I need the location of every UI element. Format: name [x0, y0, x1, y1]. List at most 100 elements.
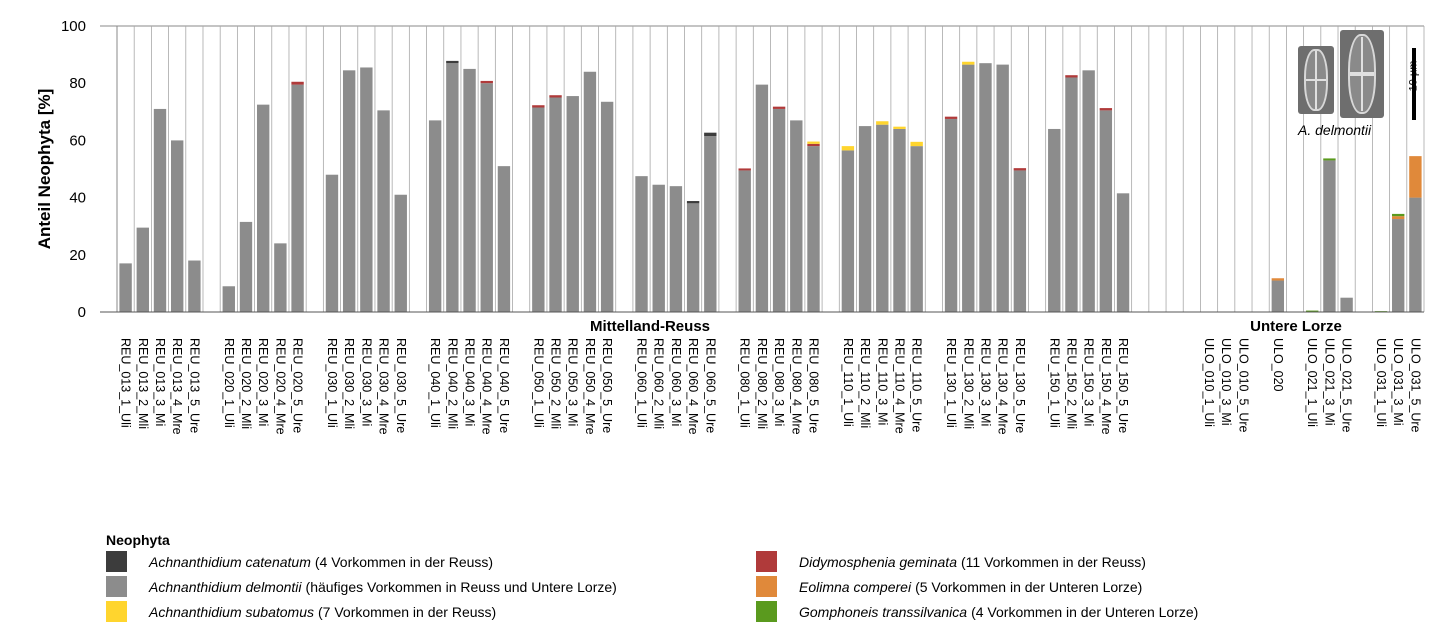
bar-segment	[119, 263, 132, 312]
bar-segment	[1013, 170, 1027, 312]
bar-segment	[342, 70, 356, 312]
y-tick-label: 100	[61, 18, 86, 35]
bar-segment	[549, 95, 562, 98]
bar-segment	[239, 221, 253, 312]
x-tick-label: REU_020_1_Uli	[222, 338, 236, 428]
y-tick-label: 80	[69, 75, 86, 92]
x-tick-label: REU_050_2_Mli	[549, 338, 563, 429]
bar-segment	[291, 84, 304, 312]
x-tick-label: REU_110_5_Ure	[910, 338, 924, 432]
legend-grid: Achnanthidium catenatum (4 Vorkommen in …	[106, 551, 1426, 622]
bar-segment	[583, 71, 597, 312]
x-tick-label: ULO_010_5_Ure	[1236, 338, 1250, 433]
bar-segment	[1048, 128, 1061, 312]
bar-segment	[876, 121, 889, 125]
bar-segment	[962, 64, 975, 312]
legend-species: Achnanthidium delmontii	[149, 578, 302, 595]
bar-segment	[188, 260, 201, 312]
x-tick-label: REU_130_3_Mi	[978, 338, 992, 426]
bar-segment	[446, 60, 459, 64]
inset-caption: A. delmontii	[1298, 122, 1372, 138]
bar-segment	[463, 68, 476, 313]
bar-segment	[480, 80, 493, 84]
x-tick-label: ULO_031_1_Uli	[1374, 338, 1388, 427]
legend-species: Achnanthidium subatomus	[149, 603, 314, 620]
group-label: Untere Lorze	[1250, 318, 1342, 335]
bar-segment	[755, 84, 769, 312]
diatom-image-left	[1298, 46, 1334, 114]
bar-segment	[480, 83, 493, 312]
x-tick-label: REU_150_4_Mre	[1099, 338, 1113, 435]
x-tick-label: REU_060_2_Mli	[652, 338, 666, 429]
x-tick-label: REU_040_5_Ure	[497, 338, 511, 433]
legend: Neophyta Achnanthidium catenatum (4 Vork…	[106, 532, 1426, 622]
bar-segment	[1323, 160, 1336, 312]
x-tick-label: REU_030_4_Mre	[377, 338, 391, 435]
x-tick-label: REU_080_1_Uli	[738, 338, 752, 428]
x-tick-label: REU_013_3_Mi	[153, 338, 167, 426]
bar-segment	[532, 107, 545, 312]
x-tick-label: REU_080_5_Ure	[806, 338, 820, 433]
x-tick-label: REU_150_1_Uli	[1047, 338, 1061, 428]
x-tick-label: ULO_031_5_Ure	[1408, 338, 1422, 433]
legend-note: (11 Vorkommen in der Reuss)	[960, 553, 1146, 570]
x-tick-label: ULO_021_1_Uli	[1305, 338, 1319, 427]
x-tick-label: REU_110_3_Mi	[875, 338, 889, 425]
legend-swatch	[756, 551, 777, 572]
legend-item: Didymosphenia geminata (11 Vorkommen in …	[756, 551, 1406, 572]
bar-segment	[446, 63, 459, 313]
x-tick-label: ULO_010_3_Mi	[1219, 338, 1233, 426]
x-tick-label: REU_020_5_Ure	[291, 338, 305, 433]
scale-bar	[1412, 48, 1416, 120]
bar-segment	[600, 101, 614, 312]
x-tick-label: REU_013_2_Mli	[136, 338, 150, 429]
bar-segment	[790, 120, 803, 312]
x-tick-label: REU_130_2_Mli	[961, 338, 975, 429]
bar-segment	[1340, 297, 1353, 312]
legend-species: Gomphoneis transsilvanica	[799, 603, 968, 620]
legend-item: Achnanthidium subatomus (7 Vorkommen in …	[106, 601, 756, 622]
legend-species: Didymosphenia geminata	[799, 553, 957, 570]
x-tick-label: REU_040_1_Uli	[428, 338, 442, 428]
bar-segment	[635, 176, 648, 312]
x-tick-label: ULO_031_3_Mi	[1391, 338, 1405, 426]
x-tick-label: REU_130_5_Ure	[1013, 338, 1027, 433]
bar-segment	[291, 81, 304, 85]
bar-segment	[497, 166, 511, 312]
x-tick-label: REU_060_3_Mi	[669, 338, 683, 426]
bar-segment	[1099, 110, 1113, 313]
legend-item: Achnanthidium catenatum (4 Vorkommen in …	[106, 551, 756, 572]
y-tick-label: 60	[69, 132, 86, 149]
x-tick-label: REU_030_5_Ure	[394, 338, 408, 433]
legend-species: Achnanthidium catenatum	[149, 553, 311, 570]
bar-segment	[1392, 216, 1405, 220]
bar-segment	[1409, 197, 1422, 312]
x-tick-label: REU_050_3_Mi	[566, 338, 580, 426]
bar-segment	[1099, 108, 1113, 111]
legend-note: (4 Vorkommen in der Reuss)	[314, 553, 494, 570]
x-tick-label: REU_110_2_Mli	[858, 338, 872, 428]
group-label: Mittelland-Reuss	[590, 318, 710, 335]
legend-note: (4 Vorkommen in der Unteren Lorze)	[971, 603, 1199, 620]
x-tick-label: REU_030_3_Mi	[359, 338, 373, 426]
bar-segment	[136, 227, 149, 312]
bar-segment	[944, 116, 958, 119]
x-tick-label: REU_130_4_Mre	[996, 338, 1010, 435]
bar-segment	[652, 184, 665, 312]
bar-segment	[944, 118, 958, 312]
x-tick-label: REU_150_3_Mi	[1082, 338, 1096, 426]
bar-segment	[1271, 278, 1285, 281]
legend-swatch	[756, 576, 777, 597]
legend-item: Gomphoneis transsilvanica (4 Vorkommen i…	[756, 601, 1406, 622]
bar-segment	[996, 64, 1009, 312]
bar-segment	[738, 168, 751, 171]
bar-segment	[1323, 158, 1336, 161]
bar-segment	[274, 243, 287, 312]
bar-segment	[910, 146, 923, 312]
bar-segment	[841, 146, 855, 151]
bar-segment	[1065, 77, 1078, 312]
legend-swatch	[106, 601, 127, 622]
scale-label: 10 µm	[1407, 60, 1420, 92]
legend-note: (5 Vorkommen in der Unteren Lorze)	[915, 578, 1143, 595]
bar-segment	[858, 126, 872, 312]
